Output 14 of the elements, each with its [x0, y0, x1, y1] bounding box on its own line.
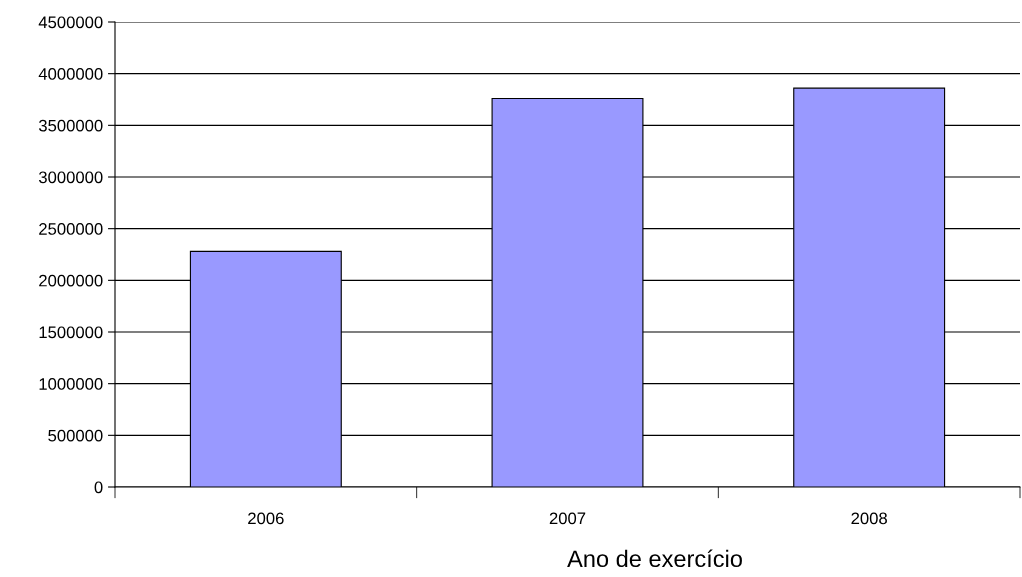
y-tick-label: 4000000 — [38, 68, 103, 80]
x-axis-title: Ano de exercício — [567, 549, 742, 568]
y-tick-label: 3000000 — [38, 171, 103, 184]
y-tick-label: 1500000 — [39, 326, 103, 339]
y-tick-label: 2000000 — [39, 274, 103, 287]
y-tick-label: 4500000 — [38, 16, 103, 29]
y-tick-label: 500000 — [48, 429, 103, 442]
x-tick-label: 2008 — [851, 512, 887, 525]
y-tick-label: 1000000 — [39, 378, 103, 390]
y-tick-label: 3500000 — [38, 119, 103, 132]
x-tick-label: 2006 — [248, 512, 284, 525]
y-tick-label: 0 — [94, 481, 103, 494]
y-tick-label: 2500000 — [39, 223, 103, 235]
x-tick-label: 2007 — [549, 512, 586, 525]
